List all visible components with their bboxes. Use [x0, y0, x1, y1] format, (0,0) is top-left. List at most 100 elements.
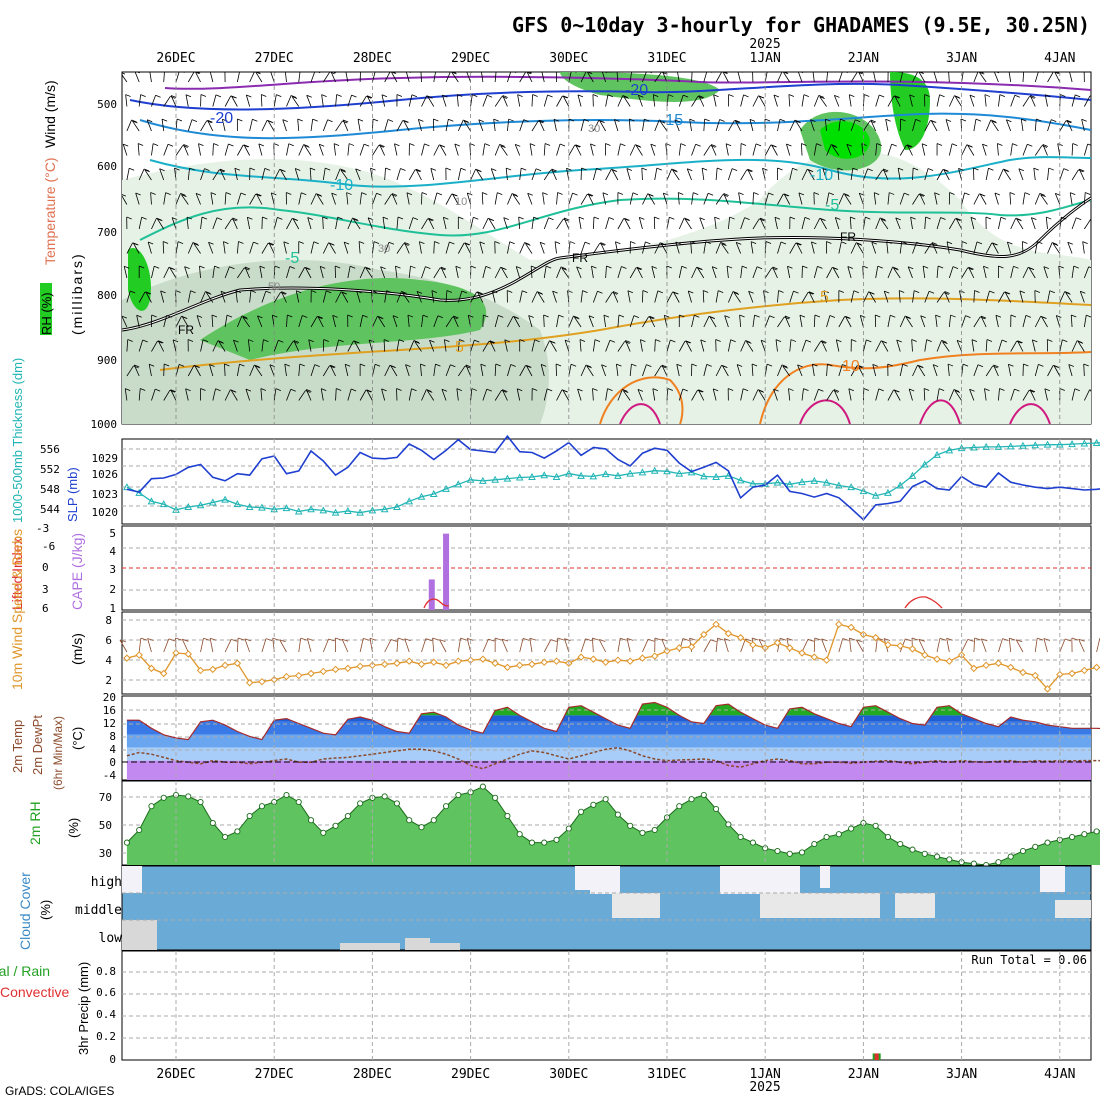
upper-wind-barb — [752, 389, 759, 401]
upper-wind-barb — [813, 341, 821, 352]
upper-wind-barb-flag — [332, 314, 338, 318]
upper-wind-barb — [984, 388, 987, 401]
upper-wind-barb-flag — [537, 291, 544, 295]
upper-wind-barb — [135, 192, 140, 205]
upper-wind-barb — [575, 144, 582, 156]
upper-wind-barb — [390, 72, 398, 83]
upper-wind-barb-flag — [1068, 364, 1074, 367]
upper-wind-barb — [764, 192, 769, 205]
upper-wind-barb-flag — [529, 143, 536, 147]
upper-wind-barb — [160, 290, 165, 303]
upper-wind-barb — [909, 94, 913, 107]
upper-wind-barb-flag — [485, 265, 491, 269]
upper-wind-barb — [208, 242, 214, 254]
upper-wind-barb-flag — [596, 168, 602, 171]
upper-wind-barb — [212, 388, 216, 401]
upper-wind-barb — [494, 390, 502, 401]
li-tick: -6 — [42, 540, 55, 553]
thickness-point — [294, 507, 303, 515]
upper-wind-barb — [954, 390, 962, 401]
upper-wind-barb — [308, 339, 312, 352]
upper-wind-barb-flag — [986, 339, 993, 342]
upper-wind-barb — [134, 72, 140, 83]
upper-wind-barb — [218, 341, 226, 352]
upper-wind-barb-flag — [648, 193, 654, 197]
upper-wind-barb-flag — [679, 314, 685, 318]
upper-wind-barb-flag — [950, 314, 956, 318]
upper-wind-barb-flag — [911, 339, 917, 342]
upper-wind-barb-flag — [863, 388, 869, 391]
wind-barb-flag — [342, 638, 349, 642]
upper-wind-barb-flag — [931, 243, 937, 246]
upper-wind-barb-flag — [783, 193, 790, 197]
upper-wind-barb — [494, 315, 499, 328]
thickness-point — [454, 480, 463, 488]
upper-wind-barb — [1034, 145, 1043, 156]
upper-wind-barb — [1030, 95, 1036, 107]
upper-wind-barb — [209, 72, 214, 83]
thickness-point — [589, 472, 598, 480]
wind-barb-flag — [210, 637, 217, 641]
wind-barb — [200, 638, 204, 653]
upper-wind-barb-flag — [1007, 241, 1013, 245]
upper-wind-barb-flag — [235, 290, 242, 293]
upper-wind-barb-flag — [233, 339, 239, 343]
upper-wind-barb — [654, 365, 662, 377]
upper-wind-barb-flag — [853, 290, 859, 294]
upper-wind-barb — [1071, 143, 1074, 156]
upper-wind-barb-flag — [803, 388, 809, 391]
upper-wind-barb — [723, 193, 729, 205]
upper-wind-barb-flag — [602, 192, 609, 196]
wind-barb — [1059, 638, 1066, 653]
upper-wind-barb-flag — [653, 94, 659, 97]
upper-wind-barb — [801, 94, 805, 107]
upper-wind-barb-flag — [174, 167, 180, 171]
upper-wind-barb-flag — [581, 167, 587, 171]
wind-barb-flag — [550, 639, 557, 643]
upper-wind-barb — [848, 388, 852, 401]
upper-wind-barb — [322, 119, 328, 132]
upper-wind-barb — [298, 144, 304, 156]
rh-point — [553, 836, 560, 843]
upper-wind-barb — [764, 241, 767, 254]
upper-wind-barb — [187, 290, 191, 303]
upper-wind-barb-flag — [622, 389, 628, 392]
upper-wind-barb-flag — [255, 72, 261, 75]
upper-wind-barb — [359, 266, 366, 279]
upper-wind-barb-flag — [407, 314, 414, 318]
upper-wind-barb-flag — [1013, 265, 1019, 269]
upper-wind-barb-flag — [709, 316, 716, 320]
upper-wind-barb — [286, 315, 288, 328]
upper-wind-barb — [568, 241, 571, 254]
upper-wind-barb-flag — [740, 143, 747, 146]
thickness-point — [1068, 440, 1076, 448]
upper-wind-barb — [445, 364, 451, 377]
rh-point — [651, 826, 658, 834]
upper-wind-barb — [924, 168, 929, 181]
upper-wind-barb-flag — [331, 192, 337, 196]
upper-wind-barb — [663, 315, 668, 328]
upper-wind-barb — [905, 316, 913, 328]
rh-point — [455, 791, 462, 799]
date-label-bottom: 26DEC — [156, 1067, 195, 1082]
upper-wind-barb-flag — [994, 192, 1001, 196]
wind-point — [160, 669, 168, 678]
wind-barb-flag — [786, 637, 793, 641]
upper-wind-barb-flag — [984, 388, 990, 391]
upper-wind-barb — [556, 95, 563, 107]
wind-barb — [591, 638, 594, 653]
upper-wind-barb-flag — [563, 95, 569, 99]
upper-wind-barb — [615, 241, 619, 254]
upper-wind-barb-flag — [766, 363, 773, 367]
upper-wind-barb — [368, 339, 373, 352]
upper-wind-barb — [943, 169, 950, 181]
temp-band — [126, 760, 1091, 780]
precip-tick: 0.8 — [96, 965, 116, 978]
upper-wind-barb-flag — [967, 144, 973, 148]
upper-wind-barb-flag — [1016, 218, 1022, 222]
upper-wind-barb — [561, 267, 570, 279]
upper-wind-barb — [366, 95, 373, 107]
upper-wind-barb — [601, 364, 607, 377]
upper-wind-barb-flag — [538, 120, 544, 124]
upper-wind-barb-flag — [796, 242, 802, 246]
